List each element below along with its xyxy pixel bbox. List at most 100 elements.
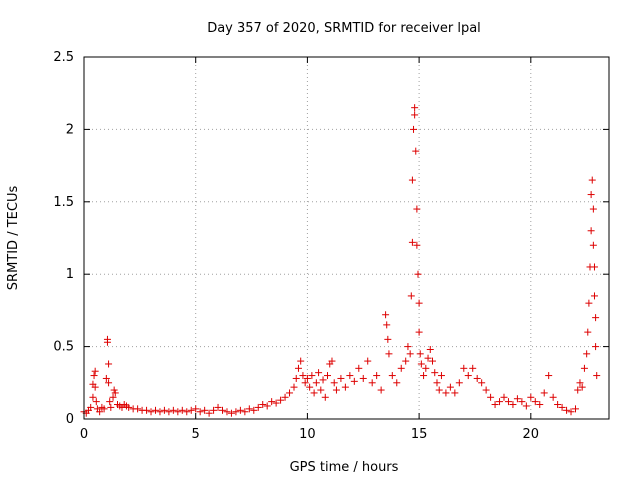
data-point <box>165 408 173 416</box>
data-point <box>588 176 596 184</box>
data-point <box>196 408 204 416</box>
data-point <box>236 406 244 414</box>
data-point <box>509 401 517 409</box>
data-point <box>590 292 598 300</box>
data-point <box>324 372 332 380</box>
data-point <box>350 377 358 385</box>
data-point <box>205 409 213 417</box>
data-point <box>90 372 98 380</box>
data-point <box>563 406 571 414</box>
data-point <box>412 147 420 155</box>
data-point <box>382 311 390 319</box>
data-point <box>522 402 530 410</box>
data-point <box>590 263 598 271</box>
data-point <box>420 372 428 380</box>
data-point <box>294 364 302 372</box>
data-point <box>558 403 566 411</box>
y-tick-label: 0 <box>66 412 74 427</box>
data-point <box>210 406 218 414</box>
data-point <box>540 389 548 397</box>
data-point <box>134 405 142 413</box>
data-point <box>411 104 419 112</box>
data-point <box>536 401 544 409</box>
data-point <box>592 343 600 351</box>
data-point <box>106 398 114 406</box>
data-point <box>388 372 396 380</box>
data-point <box>169 406 177 414</box>
data-point <box>578 383 586 391</box>
data-point <box>593 372 601 380</box>
data-point <box>281 393 289 401</box>
data-point <box>500 393 508 401</box>
data-point <box>192 405 200 413</box>
data-point <box>245 405 253 413</box>
data-point <box>431 369 439 377</box>
data-point <box>241 408 249 416</box>
data-point <box>259 401 267 409</box>
data-point <box>589 241 597 249</box>
chart-title: Day 357 of 2020, SRMTID for receiver lpa… <box>207 21 481 36</box>
data-point <box>312 379 320 387</box>
data-point <box>482 386 490 394</box>
data-point <box>103 335 111 343</box>
data-point <box>111 389 119 397</box>
data-point <box>178 406 186 414</box>
data-point <box>100 405 108 413</box>
data-point <box>415 299 423 307</box>
data-point <box>89 393 97 401</box>
data-point <box>410 125 418 133</box>
data-point <box>429 357 437 365</box>
data-point <box>504 398 512 406</box>
data-point <box>317 386 325 394</box>
data-point <box>125 403 133 411</box>
data-point <box>201 406 209 414</box>
data-points <box>80 104 601 417</box>
data-point <box>531 398 539 406</box>
data-point <box>460 364 468 372</box>
data-point <box>513 395 521 403</box>
data-point <box>451 389 459 397</box>
data-point <box>496 398 504 406</box>
data-point <box>435 386 443 394</box>
data-point <box>592 314 600 322</box>
data-point <box>109 393 117 401</box>
data-point <box>110 386 118 394</box>
data-point <box>143 406 151 414</box>
plot-frame <box>83 56 610 420</box>
data-point <box>585 299 593 307</box>
data-point <box>292 374 300 382</box>
data-point <box>478 379 486 387</box>
data-point <box>107 403 115 411</box>
data-point <box>183 408 191 416</box>
data-point <box>424 354 432 362</box>
data-point <box>446 383 454 391</box>
data-point <box>393 379 401 387</box>
data-point <box>554 401 562 409</box>
data-point <box>330 379 338 387</box>
data-point <box>290 383 298 391</box>
data-point <box>408 238 416 246</box>
data-point <box>151 406 159 414</box>
data-point <box>527 393 535 401</box>
data-point <box>321 393 329 401</box>
data-point <box>223 408 231 416</box>
data-point <box>346 372 354 380</box>
data-point <box>404 343 412 351</box>
y-tick-label: 2.5 <box>53 50 74 65</box>
data-point <box>232 408 240 416</box>
data-point <box>303 374 311 382</box>
x-axis-label: GPS time / hours <box>290 460 399 475</box>
data-point <box>91 367 99 375</box>
data-point <box>174 408 182 416</box>
x-tick-label: 10 <box>299 427 316 442</box>
data-point <box>402 357 410 365</box>
data-point <box>319 376 327 384</box>
y-tick-label: 1 <box>66 267 74 282</box>
data-point <box>160 406 168 414</box>
data-point <box>416 350 424 358</box>
x-tick-label: 15 <box>411 427 428 442</box>
data-point <box>214 403 222 411</box>
data-point <box>580 364 588 372</box>
data-point <box>413 205 421 213</box>
